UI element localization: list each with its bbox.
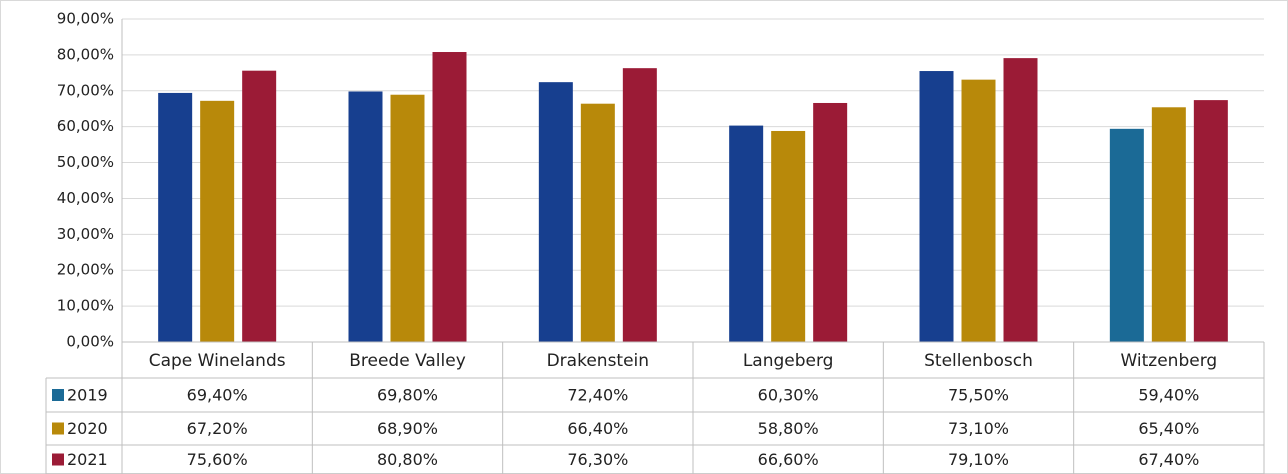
data-label: 60,30% bbox=[758, 386, 819, 405]
data-label: 75,60% bbox=[187, 450, 248, 469]
x-tick-label: Witzenberg bbox=[1120, 351, 1217, 371]
data-label: 75,50% bbox=[948, 386, 1009, 405]
data-label: 80,80% bbox=[377, 450, 438, 469]
data-label: 73,10% bbox=[948, 419, 1009, 438]
bar bbox=[1109, 128, 1144, 342]
bar bbox=[961, 79, 996, 342]
data-label: 79,10% bbox=[948, 450, 1009, 469]
bar bbox=[771, 130, 806, 342]
bar bbox=[538, 82, 573, 343]
bar bbox=[200, 100, 235, 343]
data-label: 67,20% bbox=[187, 419, 248, 438]
bar bbox=[580, 103, 615, 342]
data-label: 66,40% bbox=[567, 419, 628, 438]
legend-swatch bbox=[52, 422, 64, 435]
data-label: 76,30% bbox=[567, 450, 628, 469]
bar bbox=[432, 52, 467, 343]
legend-swatch bbox=[52, 389, 64, 401]
legend-label: 2019 bbox=[67, 386, 108, 405]
bar bbox=[622, 68, 657, 342]
x-tick-label: Drakenstein bbox=[547, 351, 649, 371]
data-label: 67,40% bbox=[1138, 450, 1199, 469]
y-tick-label: 60,00% bbox=[57, 117, 114, 135]
y-tick-label: 0,00% bbox=[66, 333, 114, 351]
bar bbox=[242, 70, 277, 343]
data-label: 65,40% bbox=[1138, 419, 1199, 438]
data-label: 69,40% bbox=[187, 386, 248, 405]
data-label: 59,40% bbox=[1138, 386, 1199, 405]
y-tick-label: 70,00% bbox=[57, 81, 114, 99]
data-label: 58,80% bbox=[758, 419, 819, 438]
bar bbox=[158, 92, 193, 342]
data-label: 68,90% bbox=[377, 419, 438, 438]
bar bbox=[813, 102, 848, 342]
y-tick-label: 20,00% bbox=[57, 261, 114, 279]
x-tick-label: Breede Valley bbox=[349, 351, 466, 371]
bar bbox=[1193, 100, 1228, 342]
y-tick-label: 90,00% bbox=[57, 10, 114, 28]
bar bbox=[1003, 58, 1038, 342]
legend-label: 2021 bbox=[67, 450, 108, 469]
x-tick-label: Cape Winelands bbox=[149, 351, 286, 371]
bar bbox=[348, 91, 383, 343]
y-tick-label: 10,00% bbox=[57, 297, 114, 315]
legend-swatch bbox=[52, 453, 64, 466]
x-tick-label: Langeberg bbox=[743, 351, 834, 371]
y-tick-label: 80,00% bbox=[57, 45, 114, 63]
x-tick-label: Stellenbosch bbox=[924, 351, 1033, 371]
y-tick-label: 50,00% bbox=[57, 153, 114, 171]
data-label: 69,80% bbox=[377, 386, 438, 405]
bar bbox=[1151, 107, 1186, 342]
data-label: 66,60% bbox=[758, 450, 819, 469]
y-tick-label: 30,00% bbox=[57, 225, 114, 243]
legend-label: 2020 bbox=[67, 419, 108, 438]
y-tick-label: 40,00% bbox=[57, 189, 114, 207]
bar bbox=[390, 94, 425, 342]
bar bbox=[729, 125, 764, 342]
data-label: 72,40% bbox=[567, 386, 628, 405]
bar bbox=[919, 71, 954, 343]
